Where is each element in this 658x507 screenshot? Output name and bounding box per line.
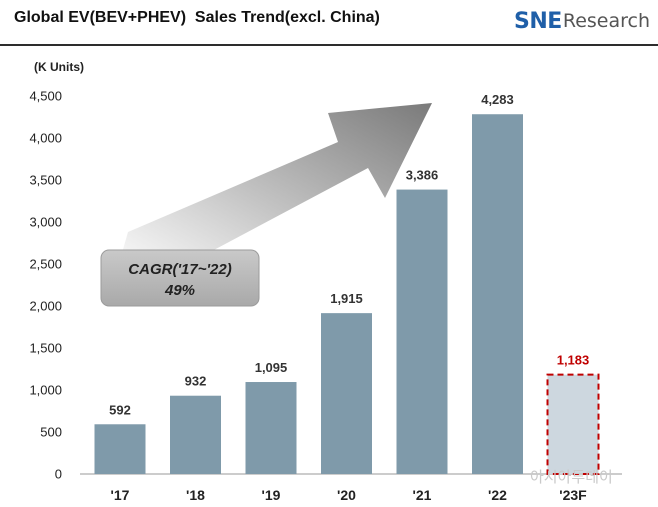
x-tick-label: '22: [488, 487, 507, 503]
watermark-text: 아시아투데이: [530, 468, 613, 486]
bar-value-label: 3,386: [406, 168, 439, 183]
logo-text: Research: [562, 10, 650, 32]
x-tick-label: '18: [186, 487, 205, 503]
bar-value-label: 1,183: [557, 353, 590, 368]
bar-value-label: 592: [109, 402, 131, 417]
chart-header: Global EV(BEV+PHEV) Sales Trend(excl. Ch…: [0, 0, 658, 44]
y-tick-label: 3,000: [29, 215, 62, 230]
bar: [321, 313, 372, 474]
x-tick-label: '20: [337, 487, 356, 503]
cagr-label: CAGR('17~'22): [128, 261, 231, 278]
bar-value-label: 1,095: [255, 360, 288, 375]
x-tick-label: '19: [262, 487, 281, 503]
y-tick-label: 2,000: [29, 299, 62, 314]
header-divider: [0, 44, 658, 46]
bar: [396, 189, 448, 475]
y-tick-label: 4,500: [29, 89, 62, 104]
bar-value-label: 4,283: [481, 92, 514, 107]
bar: [94, 424, 146, 474]
bar: [472, 114, 523, 474]
y-axis-unit-label: (K Units): [34, 60, 84, 74]
logo-mark: SNE: [514, 8, 562, 34]
bar-value-label: 932: [185, 374, 207, 389]
cagr-callout-box: [100, 249, 260, 307]
y-tick-label: 2,500: [29, 257, 62, 272]
y-tick-label: 3,500: [29, 173, 62, 188]
x-tick-label: '17: [111, 487, 130, 503]
y-tick-label: 1,500: [29, 341, 62, 356]
y-tick-label: 500: [40, 425, 62, 440]
x-tick-label: '23F: [559, 487, 587, 503]
bar-value-label: 1,915: [330, 291, 363, 306]
bar-forecast: [546, 373, 600, 475]
growth-arrow: [120, 103, 432, 284]
y-tick-label: 0: [55, 467, 62, 482]
chart-title: Global EV(BEV+PHEV) Sales Trend(excl. Ch…: [14, 9, 380, 26]
y-tick-label: 4,000: [29, 131, 62, 146]
cagr-value: 49%: [164, 282, 195, 299]
bar: [170, 395, 221, 474]
bar: [245, 382, 297, 474]
sne-research-logo: SNE Research: [514, 6, 650, 36]
x-tick-label: '21: [413, 487, 432, 503]
y-tick-label: 1,000: [29, 383, 62, 398]
